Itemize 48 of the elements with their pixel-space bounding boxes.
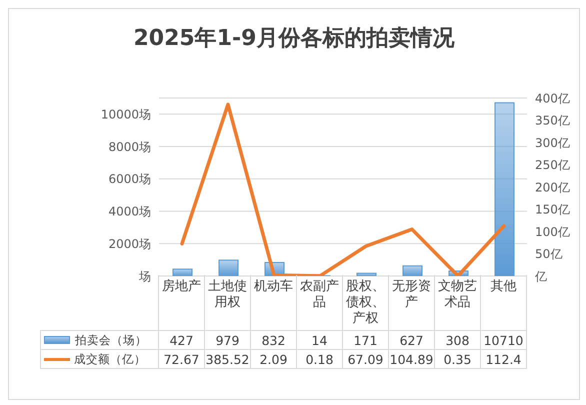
y2-tick-label: 300亿 (535, 136, 570, 150)
data-label: 385.52 (204, 349, 251, 369)
data-label: 67.09 (342, 349, 389, 369)
y-tick-label: 场 (138, 269, 151, 284)
y2-tick-label: 200亿 (535, 180, 570, 194)
y2-tick-label: 亿 (534, 269, 547, 284)
legend-label: 拍卖会（场） (75, 332, 147, 348)
y2-tick-label: 50亿 (535, 247, 562, 262)
x-tick-label: 农副产品 (296, 275, 343, 330)
bar (402, 265, 422, 276)
y2-tick-label: 400亿 (535, 91, 570, 106)
legend-label: 成交额（亿） (74, 352, 146, 366)
data-label: 308 (434, 330, 481, 350)
data-label: 0.35 (434, 349, 481, 369)
data-label: 627 (388, 330, 435, 350)
data-label: 832 (250, 330, 297, 350)
y2-tick-label: 350亿 (535, 114, 570, 128)
y-tick-label: 6000场 (108, 172, 151, 186)
x-tick-label: 其他 (480, 275, 527, 330)
y-tick-label: 4000场 (108, 204, 151, 219)
data-label: 427 (158, 330, 205, 350)
x-tick-label: 文物艺术品 (434, 275, 481, 330)
data-label: 112.4 (480, 349, 527, 369)
x-tick-label: 股权、债权、产权 (342, 275, 389, 330)
data-label: 979 (204, 330, 251, 350)
data-label: 72.67 (158, 349, 205, 369)
y-tick-label: 10000场 (100, 107, 151, 122)
line-series (180, 102, 506, 276)
data-label: 171 (342, 330, 389, 350)
y-tick-label: 8000场 (108, 140, 151, 154)
data-label: 0.18 (296, 349, 343, 369)
x-tick-label: 无形资产 (388, 275, 435, 330)
x-tick-label: 房地产 (158, 275, 205, 330)
y2-tick-label: 150亿 (535, 202, 570, 217)
data-label: 10710 (480, 330, 527, 350)
y-tick-label: 2000场 (108, 236, 151, 251)
data-label: 104.89 (388, 349, 435, 369)
data-label: 14 (296, 330, 343, 350)
x-tick-label: 机动车 (250, 275, 297, 330)
y2-tick-label: 100亿 (535, 224, 570, 239)
x-tick-label: 土地使用权 (204, 275, 251, 330)
bar (218, 260, 238, 276)
y2-tick-label: 250亿 (535, 158, 570, 172)
bar (172, 268, 192, 276)
bar (494, 102, 514, 276)
data-label: 2.09 (250, 349, 297, 369)
chart-title: 2025年1-9月份各标的拍卖情况 (132, 25, 456, 53)
bar (356, 272, 376, 276)
